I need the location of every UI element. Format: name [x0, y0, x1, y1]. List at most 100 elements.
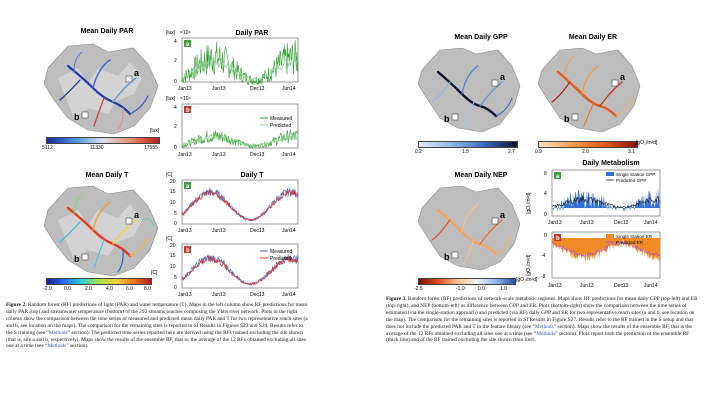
- map-nep-tick-2: -1.0: [456, 286, 465, 292]
- metab-a-xtick-0: Jan13: [548, 220, 562, 226]
- map-t: a b: [43, 185, 159, 277]
- t-panel-a: a: [186, 184, 190, 190]
- metab-panel-a: a: [556, 174, 560, 180]
- map-par-site-a: a: [134, 68, 140, 78]
- map-t-site-b: b: [74, 254, 80, 264]
- map-nep-tick-1: -2.5: [414, 286, 423, 292]
- metab-a-xtick-2: Dec13: [614, 220, 629, 226]
- metab-a-ytick-1: 4: [544, 191, 547, 197]
- par-a-ytick-2: 4: [174, 39, 177, 45]
- metab-b-xtick-1: Jun13: [580, 283, 594, 289]
- map-nep-unit: [gO₂/m²d]: [516, 277, 538, 283]
- map-nep-colorbar: [418, 278, 516, 285]
- metab-a-ytick-2: 8: [544, 171, 547, 177]
- map-er: a b: [537, 47, 641, 133]
- metab-b-xtick-2: Dec13: [614, 283, 629, 289]
- figure-2-caption-text-2: ” section). The predicted time series re…: [6, 329, 307, 350]
- metab-b-ytick-0: -8: [541, 274, 546, 280]
- t-b-ytick-0: 0: [174, 285, 177, 291]
- map-gpp-colorbar: [418, 141, 518, 148]
- map-er-tick-1: 0.9: [535, 149, 542, 155]
- map-er-tick-2: 2.0: [582, 149, 589, 155]
- t-ylabel-a: [C]: [166, 172, 173, 178]
- figure-3-methods-link-1[interactable]: Methods: [534, 323, 554, 330]
- t-a-ytick-4: 20: [170, 179, 176, 185]
- t-b-ytick-4: 20: [170, 243, 176, 249]
- map-gpp-site-a: a: [500, 72, 506, 82]
- metab-b-xtick-3: Jun14: [644, 283, 658, 289]
- t-b-ytick-3: 15: [170, 253, 176, 259]
- t-a-ytick-0: 0: [174, 221, 177, 227]
- figure-3-caption: Figure 3. Random forest (RF) predictions…: [386, 296, 702, 344]
- t-a-xtick-1: Jun13: [212, 228, 226, 234]
- map-par: a b: [43, 43, 159, 135]
- metab-a-xtick-1: Jun13: [580, 220, 594, 226]
- map-gpp: a b: [417, 47, 521, 133]
- map-t-tick-1: -2.0: [43, 286, 52, 292]
- map-t-colorbar: [46, 278, 152, 285]
- par-a-xtick-2: Dec13: [250, 86, 265, 92]
- map-t-tick-2: 0.0: [64, 286, 71, 292]
- metab-title: Daily Metabolism: [582, 160, 640, 167]
- map-nep-site-a: a: [500, 210, 506, 220]
- map-par-tick-2: 11330: [90, 145, 104, 151]
- t-legend-measured: Measured: [270, 249, 292, 255]
- metab-plot-b: b Single Station ER Predicted ER -8 -4 0…: [541, 231, 661, 289]
- par-legend-measured: Measured: [270, 116, 292, 122]
- t-a-ytick-2: 10: [170, 200, 176, 206]
- map-par-colorbar: [46, 137, 160, 144]
- t-plot-a: a 0 5 10 15 20 Jan13 Jun13 Dec13 Jun14: [170, 179, 299, 234]
- map-par-site-b: b: [74, 112, 80, 122]
- t-ylabel-b: [C]: [166, 236, 173, 242]
- metab-b-ytick-1: -4: [541, 253, 546, 259]
- par-b-ytick-0: 0: [174, 145, 177, 151]
- par-b-xtick-2: Dec13: [250, 152, 265, 158]
- map-nep-tick-4: 1.0: [500, 286, 507, 292]
- t-legend-predicted: Predicted: [270, 256, 291, 262]
- t-a-xtick-3: Jun14: [282, 228, 296, 234]
- metab-b-xtick-0: Jan13: [548, 283, 562, 289]
- map-gpp-tick-1: 0.2: [415, 149, 422, 155]
- metab-panel-b: b: [556, 236, 560, 242]
- metab-b-ytick-2: 0: [544, 233, 547, 239]
- par-b-xtick-3: Jun14: [282, 152, 296, 158]
- figure-3-caption-text-3: ” section). Plots report both the predic…: [386, 330, 690, 344]
- par-b-ytick-2: 4: [174, 105, 177, 111]
- figure-3-label: Figure 3.: [386, 296, 407, 302]
- map-par-tick-1: 5112: [42, 145, 53, 151]
- map-nep-tick-3: 0.0: [478, 286, 485, 292]
- map-nep: a b: [417, 185, 521, 271]
- metab-ylabel-b: [gO₂/m²d]: [526, 254, 532, 276]
- map-par-unit: [lux]: [150, 128, 160, 134]
- par-b-ytick-1: 2: [174, 124, 177, 130]
- par-title: Daily PAR: [235, 30, 269, 37]
- par-panel-b: b: [186, 108, 190, 114]
- map-par-tick-3: 17555: [144, 145, 158, 151]
- map-t-tick-6: 8.0: [144, 286, 151, 292]
- map-t-tick-4: 4.0: [106, 286, 113, 292]
- figure-2-methods-link-1[interactable]: Methods: [48, 329, 68, 336]
- map-er-colorbar: [538, 141, 638, 148]
- t-a-xtick-0: Jan13: [178, 228, 192, 234]
- map-nep-site-b: b: [444, 252, 450, 262]
- figure-3-methods-link-2[interactable]: Methods: [536, 330, 556, 337]
- t-b-ytick-1: 5: [174, 275, 177, 281]
- figure-2-caption-text-3: ” section).: [66, 343, 89, 350]
- figure-2-methods-link-2[interactable]: Methods: [47, 343, 67, 350]
- t-b-xtick-2: Dec13: [250, 292, 265, 298]
- map-er-unit: [gO₂/m²d]: [636, 140, 658, 146]
- metab-ylabel-a: [gO₂/m²d]: [526, 192, 532, 214]
- map-er-tick-3: 3.1: [628, 149, 635, 155]
- metab-legend-pred-er: Predicted ER: [616, 240, 644, 245]
- par-b-xtick-1: Jun13: [212, 152, 226, 158]
- map-t-unit: [C]: [151, 270, 158, 276]
- map-t-site-a: a: [134, 210, 140, 220]
- par-ylabel-b: [lux]: [166, 96, 176, 102]
- map-t-tick-3: 2.0: [85, 286, 92, 292]
- figure-3-caption-text-2: ” section). Maps show the results of the…: [386, 323, 692, 337]
- par-a-xtick-0: Jan13: [178, 86, 192, 92]
- figure-2-label: Figure 2.: [6, 302, 27, 308]
- map-er-title: Mean Daily ER: [568, 34, 618, 41]
- metab-legend-er: Single Station ER: [616, 234, 653, 239]
- par-b-xtick-0: Jan13: [178, 152, 192, 158]
